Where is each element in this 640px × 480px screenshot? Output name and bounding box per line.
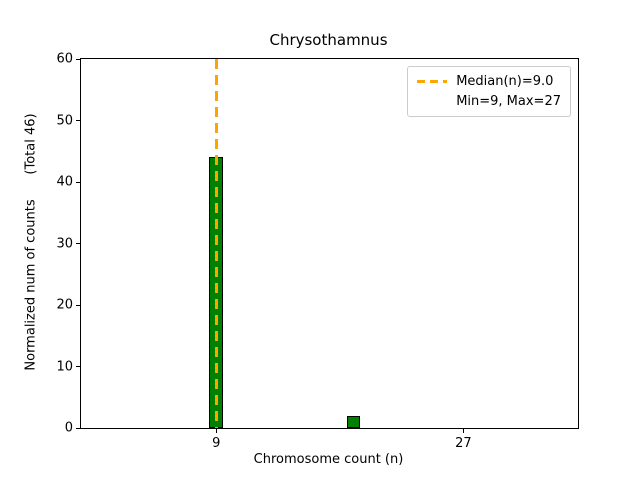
y-tick-mark <box>76 304 80 306</box>
y-tick-label: 60 <box>56 51 73 67</box>
x-tick-mark <box>215 429 217 433</box>
y-tick-label: 20 <box>56 297 73 313</box>
y-tick-label: 30 <box>56 236 73 251</box>
legend-dashed-line-sample <box>417 80 448 83</box>
y-tick-mark <box>76 120 80 121</box>
y-tick-label: 50 <box>56 113 73 128</box>
plot-area: Median(n)=9.0 Min=9, Max=27 0 10 20 30 40 50 6… <box>56 52 579 451</box>
legend-row-minmax: Min=9, Max=27 <box>417 94 561 109</box>
y-axis-label: Normalized num of counts (Total 46) <box>23 113 39 371</box>
y-tick-label: 10 <box>56 359 73 374</box>
y-tick-label: 40 <box>56 174 73 190</box>
y-tick-mark <box>76 181 80 183</box>
legend-label-median: Median(n)=9.0 <box>456 74 554 89</box>
median-line <box>214 59 218 428</box>
legend: Median(n)=9.0 Min=9, Max=27 <box>407 66 571 117</box>
y-tick-mark <box>76 243 80 244</box>
x-tick-label: 27 <box>455 436 472 451</box>
legend-row-median: Median(n)=9.0 <box>417 74 561 89</box>
legend-label-minmax: Min=9, Max=27 <box>456 94 561 109</box>
legend-empty-sample <box>417 100 447 103</box>
x-tick-label: 9 <box>212 436 221 451</box>
chart-title: Chrysothamnus <box>269 31 388 49</box>
y-tick-label: 0 <box>64 420 73 436</box>
x-axis-label: Chromosome count (n) <box>253 452 404 467</box>
y-tick-mark <box>76 366 80 367</box>
y-tick-mark <box>76 427 80 429</box>
x-tick-mark <box>462 429 464 433</box>
y-tick-mark <box>76 58 80 60</box>
histogram-bar <box>346 415 361 428</box>
